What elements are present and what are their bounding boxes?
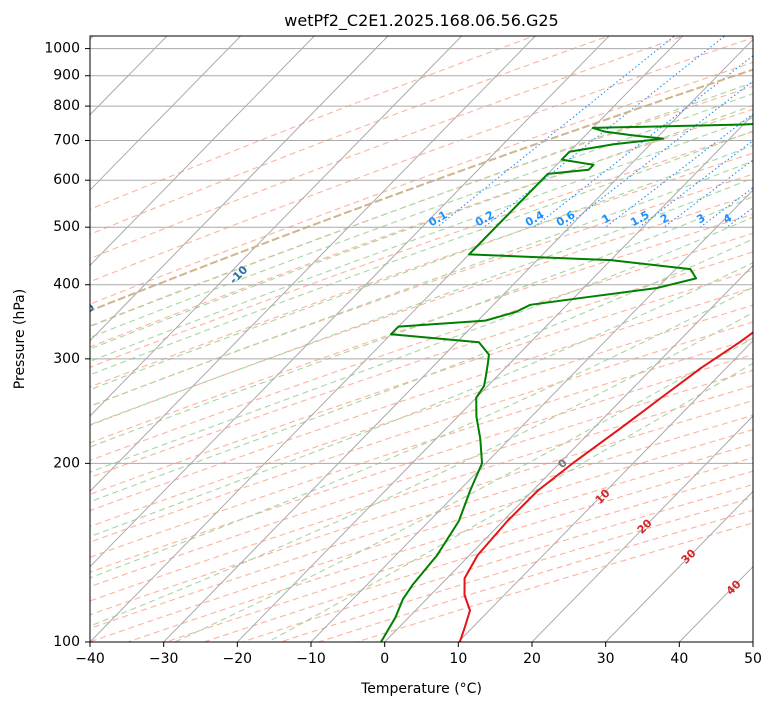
x-tick-label: −20 [223, 651, 253, 667]
isotherm-line [531, 415, 753, 642]
dry-adiabat-line [90, 337, 753, 558]
profile-lines [380, 123, 753, 642]
dry-adiabat-line [90, 37, 753, 283]
x-tick-label: 40 [670, 651, 688, 667]
isotherm-line [90, 36, 463, 417]
y-tick-label: 400 [53, 277, 80, 293]
y-tick-label: 1000 [44, 41, 80, 57]
dry-adiabat-line [278, 496, 753, 642]
y-tick-label: 900 [53, 68, 80, 84]
x-tick-label: 10 [449, 651, 467, 667]
x-tick-label: 20 [523, 651, 541, 667]
y-tick-label: 100 [53, 634, 80, 650]
x-tick-label: 30 [597, 651, 615, 667]
y-axis-label: Pressure (hPa) [12, 289, 28, 389]
y-tick-label: 600 [53, 172, 80, 188]
moist-adiabat-line [90, 216, 753, 473]
x-tick-label: 50 [744, 651, 762, 667]
isotherm-line [162, 38, 753, 642]
axes: −40 −30 −20 −10 0 10 20 30 40 50 100 200 300 400 500 60… [44, 41, 762, 667]
dry-adiabat-line [90, 36, 685, 260]
mixing-ratio-line [638, 139, 753, 228]
dry-adiabat-line [90, 399, 753, 616]
dry-adiabat-line [90, 251, 753, 479]
dry-adiabat-line [90, 36, 611, 236]
isotherm-line [90, 36, 610, 568]
isotherm-line [383, 264, 753, 642]
dewpoint-profile-line [380, 123, 753, 642]
isotherm-line [604, 490, 753, 642]
moist-adiabat-line [90, 160, 753, 407]
x-tick-label: −40 [75, 651, 105, 667]
dry-adiabat-line [316, 509, 753, 642]
dry-adiabat-label: -20 [74, 300, 97, 323]
isotherm-line [457, 339, 753, 642]
isotherm-line [90, 36, 537, 493]
x-tick-label: −30 [149, 651, 179, 667]
moist-adiabat-line [90, 196, 753, 448]
x-tick-label: −10 [296, 651, 326, 667]
moist-adiabat-line [90, 286, 753, 579]
mixing-ratio-line [564, 80, 753, 228]
chart-title: wetPf2_C2E1.2025.168.06.56.G25 [284, 11, 558, 31]
isotherm-line [90, 36, 316, 267]
y-tick-label: 700 [53, 132, 80, 148]
background-lines [90, 36, 753, 642]
dry-adiabat-line [90, 384, 753, 602]
dry-adiabat-line [354, 522, 753, 642]
y-tick-label: 200 [53, 455, 80, 471]
y-tick-label: 800 [53, 98, 80, 114]
x-tick-label: 0 [380, 651, 389, 667]
dry-adiabat-line [125, 443, 753, 642]
dry-adiabat-line [90, 213, 753, 444]
dry-adiabat-line [90, 193, 753, 426]
dry-adiabat-line [90, 269, 753, 495]
moist-adiabat-line [90, 262, 753, 538]
x-axis-label: Temperature (°C) [360, 681, 482, 697]
y-tick-label: 300 [53, 351, 80, 367]
isotherm-line [90, 36, 684, 642]
dry-adiabat-line [90, 108, 753, 348]
dry-adiabat-line [202, 470, 753, 642]
y-tick-label: 500 [53, 219, 80, 235]
reference-curve-line [90, 68, 753, 312]
isotherm-line [236, 114, 753, 642]
isotherm-line [310, 189, 753, 642]
mixing-ratio-line [699, 187, 753, 228]
dry-adiabat-line [90, 321, 753, 543]
plot-frame [89, 35, 754, 643]
dry-adiabat-line [90, 414, 753, 630]
moist-adiabat-line [267, 362, 753, 642]
temperature-profile-line [458, 331, 753, 642]
dry-adiabat-line [90, 232, 753, 462]
isotherm-line [90, 36, 389, 342]
isotherm-line [90, 36, 242, 191]
dry-adiabat-line [164, 457, 753, 642]
mixing-ratio-line [483, 36, 726, 228]
